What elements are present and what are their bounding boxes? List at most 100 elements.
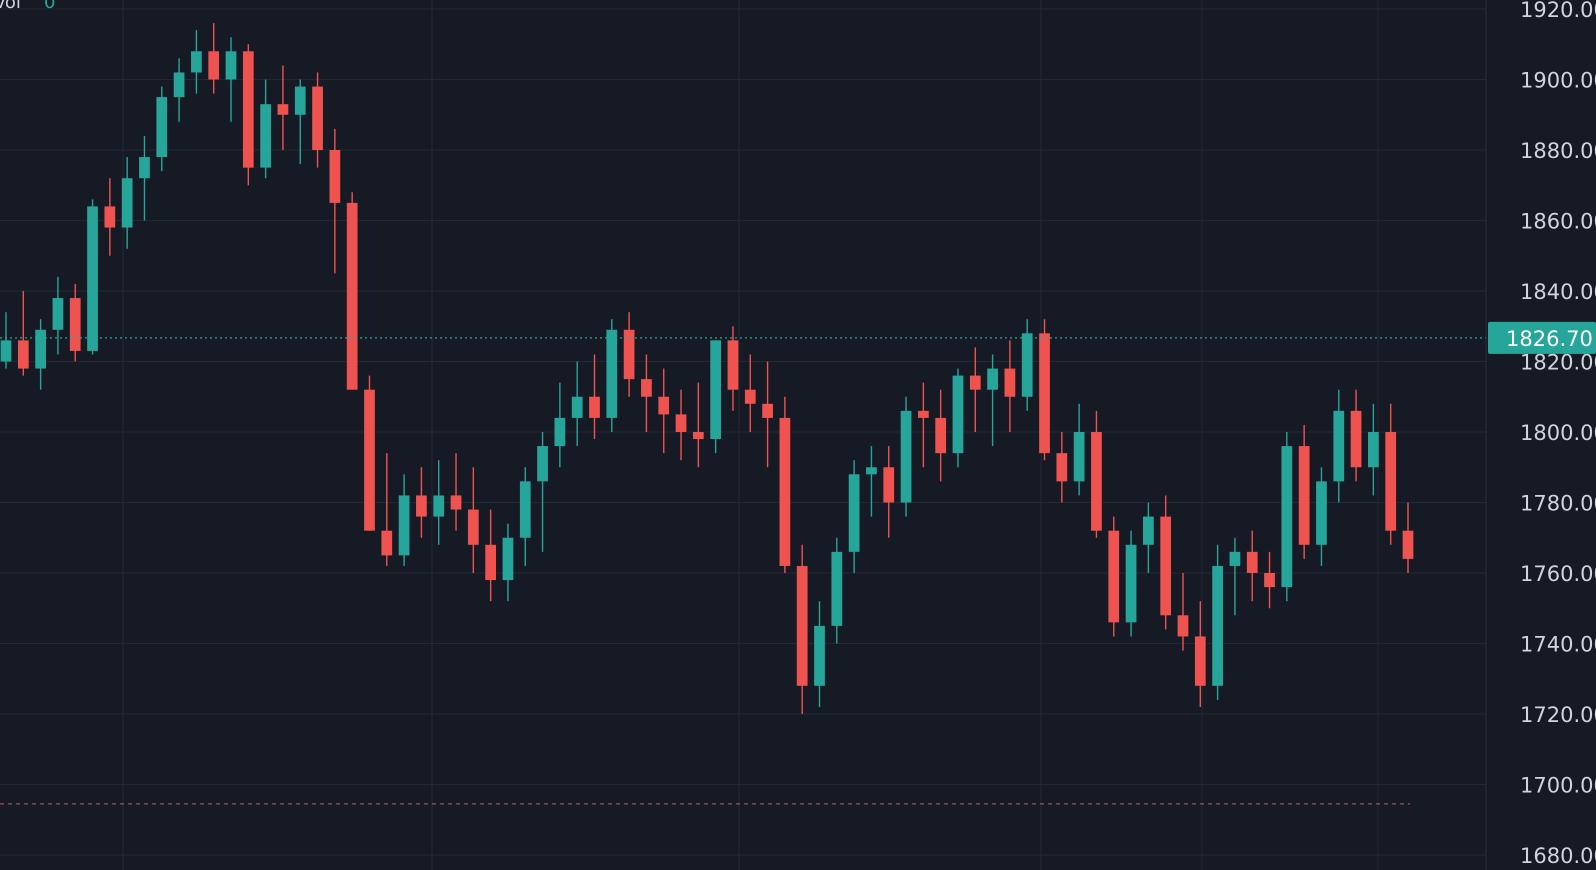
candle-body — [1004, 368, 1016, 397]
candle-body — [1229, 551, 1241, 566]
y-tick-label: 1880.00 — [1520, 139, 1596, 163]
candle-body — [364, 389, 375, 531]
candle-body — [1039, 333, 1050, 454]
candle-body — [744, 389, 756, 404]
y-tick-label: 1780.00 — [1520, 492, 1596, 516]
candle-body — [1333, 410, 1345, 482]
y-tick-label: 1700.00 — [1520, 774, 1596, 798]
candle-body — [17, 340, 29, 369]
candle-body — [1160, 516, 1172, 616]
candle-body — [433, 495, 445, 517]
candle-body — [1264, 573, 1275, 588]
candle-body — [1091, 432, 1102, 531]
candle-body — [467, 509, 479, 545]
candle-body — [1056, 453, 1068, 482]
last-price-badge — [1488, 321, 1596, 354]
candle-body — [952, 375, 964, 454]
candle-body — [1073, 432, 1085, 482]
candle-body — [571, 396, 583, 418]
candle-body — [1402, 530, 1414, 559]
candle-body — [121, 178, 133, 228]
candle-body — [156, 97, 168, 158]
y-tick-label: 1800.00 — [1520, 421, 1596, 445]
candle-body — [277, 104, 289, 115]
candle-body — [225, 51, 237, 80]
volume-label: Vol — [0, 0, 21, 13]
candle-body — [104, 206, 116, 228]
price-axis-panel[interactable] — [1486, 0, 1596, 870]
candle-body — [779, 417, 791, 566]
candle-body — [692, 432, 704, 440]
volume-value: 0 — [44, 0, 55, 13]
y-tick-label: 1740.00 — [1520, 633, 1596, 657]
candle-body — [312, 86, 323, 150]
candle-body — [554, 417, 566, 447]
candle-body — [935, 417, 947, 454]
y-tick-label: 1720.00 — [1520, 703, 1596, 727]
candle-body — [242, 51, 254, 168]
candle-body — [1246, 551, 1258, 573]
candle-body — [987, 368, 998, 390]
candle-body — [35, 329, 46, 369]
candle-body — [1316, 481, 1327, 545]
candle-body — [1177, 615, 1189, 637]
candle-body — [658, 396, 670, 415]
candle-body — [623, 329, 635, 380]
candle-body — [969, 375, 981, 390]
candle-body — [1125, 544, 1137, 623]
candle-body — [191, 51, 202, 73]
y-tick-label: 1820.00 — [1520, 351, 1596, 375]
candle-body — [1368, 432, 1379, 468]
candle-body — [260, 104, 271, 168]
candle-body — [416, 495, 427, 517]
candle-body — [1212, 565, 1223, 686]
candle-body — [727, 340, 739, 390]
last-price-label: 1826.70 — [1488, 321, 1596, 354]
candle-body — [762, 403, 773, 418]
candle-body — [502, 537, 514, 581]
candle-body — [346, 202, 358, 390]
candle-body — [1194, 636, 1206, 686]
candle-body — [796, 565, 808, 686]
candle-body — [139, 157, 150, 179]
candle-body — [52, 298, 64, 330]
candle-body — [1350, 410, 1362, 468]
candle-body — [814, 625, 825, 686]
y-tick-label: 1900.00 — [1520, 69, 1596, 93]
candle-body — [900, 410, 912, 503]
candle-body — [710, 340, 722, 440]
candle-body — [1108, 530, 1120, 623]
candle-body — [606, 329, 618, 418]
candle-body — [1143, 516, 1154, 545]
y-tick-label: 1860.00 — [1520, 210, 1596, 234]
candle-body — [208, 51, 220, 80]
candle-body — [294, 86, 306, 115]
candle-body — [398, 495, 410, 556]
candle-body — [519, 481, 531, 538]
candle-body — [329, 150, 341, 203]
grid — [0, 0, 1486, 870]
price-axis[interactable]: 1680.00 1700.00 1720.00 1740.00 1760.00 1780.… — [1520, 0, 1596, 868]
candle-body — [0, 340, 12, 362]
candle-body — [1385, 432, 1397, 531]
candle-body — [675, 414, 687, 432]
candles — [0, 23, 1414, 714]
last-price-value: 1826.70 — [1506, 327, 1593, 351]
candle-body — [381, 530, 393, 556]
candle-body — [917, 410, 929, 418]
candle-body — [641, 379, 652, 397]
candle-body — [173, 72, 185, 98]
candle-body — [69, 298, 81, 351]
candle-body — [589, 396, 600, 418]
y-tick-label: 1680.00 — [1520, 844, 1596, 868]
y-tick-label: 1760.00 — [1520, 562, 1596, 586]
candle-body — [87, 206, 98, 351]
candle-body — [1021, 333, 1033, 397]
candle-body — [450, 495, 462, 510]
volume-legend: Vol 0 — [0, 0, 55, 13]
candle-body — [537, 446, 548, 482]
candle-body — [866, 467, 877, 475]
y-tick-label: 1840.00 — [1520, 280, 1596, 304]
